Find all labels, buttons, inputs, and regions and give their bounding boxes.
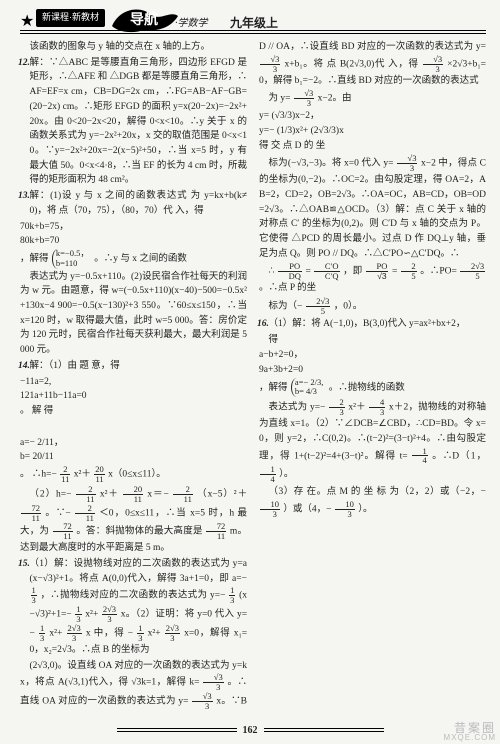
solution-15: 15. （1）解：设抛物线对应的二次函数的表达式为 y=a(x−√3)²+1。将… xyxy=(20,557,247,658)
text: 为 y= √33 x−2。由 xyxy=(259,89,486,108)
text: 解：(1)设 y 与 x 之间的函数表达式 为 y=kx+b(k≠0)，将 点（… xyxy=(30,191,248,216)
text: 得 xyxy=(259,333,486,348)
solution-14: 14. 解：（1）由 题 意，得 xyxy=(20,359,247,374)
text: 。 解 得 xyxy=(20,406,53,416)
text: 该函数的图象与 y 轴的交点在 x 轴的上方。 xyxy=(20,40,247,55)
series-tab: 新课程·新教材 xyxy=(36,9,105,27)
equation-system: k=−0.5，b=110 xyxy=(52,249,91,269)
text: 解：（1）由 题 意，得 xyxy=(30,361,120,371)
watermark: 昔案圈 MXQE.COM xyxy=(444,722,496,742)
text: ，解得 xyxy=(20,254,49,264)
text: 解：∵△ABC 是等腰直角三角形，四边形 EFGD 是矩形，∴△AFE 和 △D… xyxy=(30,58,248,186)
page: ★ 新课程·新教材 导航 ·学数学 九年级上 该函数的图象与 y 轴的交点在 x… xyxy=(0,0,500,744)
text: ∴ PODQ = C′OC′Q ，即 PO√3 = 25 。∴PO= 2√35 … xyxy=(259,262,486,296)
header-rule xyxy=(20,30,486,34)
text: 标为（− 2√35 ，0）。 xyxy=(259,297,486,316)
text: （3）存 在。点 M 的 坐 标 为（2，2）或（−2，− 103 ）或（4，−… xyxy=(259,485,486,519)
text: 标为(−√3,−3)。将 x=0 代入 y= √33 x−2 中，得点 C 的坐… xyxy=(259,154,486,261)
text: 。∴y 与 x 之间的函数 xyxy=(94,254,187,264)
text: （2）h=− 211 x²＋ 2011 x＝− 211 （x−5）²＋ 7211… xyxy=(20,485,247,556)
solution-12: 12.解：∵△ABC 是等腰直角三角形，四边形 EFGD 是矩形，∴△AFE 和… xyxy=(20,56,247,188)
page-number: 162 xyxy=(0,723,500,739)
page-header: ★ 新课程·新教材 导航 ·学数学 九年级上 xyxy=(20,6,486,36)
text: 表达式为 y=− 23 x²＋ 43 x＋2，抛物线的对称轴为直线 x=1。（2… xyxy=(259,398,486,484)
solution-16: 16. （1）解：将 A(−1,0)，B(3,0)代入 y=ax²+bx+2， xyxy=(259,317,486,332)
text xyxy=(20,420,247,435)
solution-13: 13. 解：(1)设 y 与 x 之间的函数表达式 为 y=kx+b(k≠0)，… xyxy=(20,189,247,218)
content-columns: 该函数的图象与 y 轴的交点在 x 轴的上方。 12.解：∵△ABC 是等腰直角… xyxy=(20,40,486,718)
text: 表达式为 y=−0.5x+110。(2)设民宿合作社每天的利润为 w 元。由题意… xyxy=(20,270,247,358)
svg-text:导航: 导航 xyxy=(130,11,158,28)
equation-system: a=− 2/3,b= 4/3 xyxy=(291,378,325,398)
